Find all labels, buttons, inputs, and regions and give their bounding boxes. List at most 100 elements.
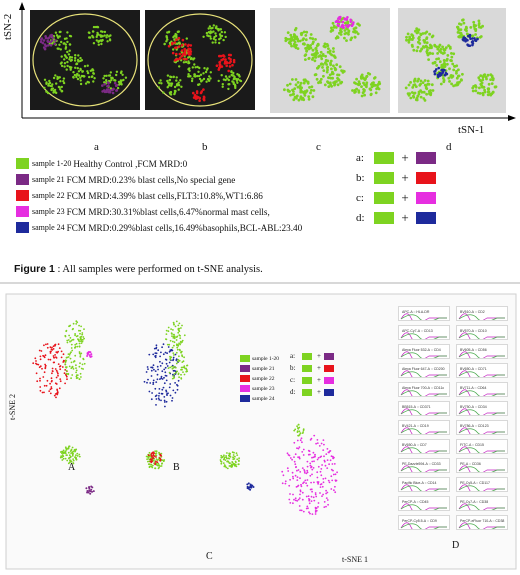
scatter-point xyxy=(167,367,170,369)
scatter-point xyxy=(80,376,82,378)
scatter-point xyxy=(64,335,67,338)
scatter-point xyxy=(78,378,81,381)
scatter-point xyxy=(422,90,426,94)
histogram-curve xyxy=(458,522,505,529)
scatter-point xyxy=(294,83,298,87)
scatter-point xyxy=(217,79,220,83)
scatter-point xyxy=(46,346,49,349)
scatter-point xyxy=(417,77,420,81)
scatter-point xyxy=(65,37,68,40)
scatter-point xyxy=(205,68,209,71)
legend-text: FCM MRD:0.23% blast cells,No special gen… xyxy=(66,174,236,185)
scatter-point xyxy=(227,69,230,73)
scatter-point xyxy=(205,31,209,35)
scatter-point xyxy=(486,73,490,77)
scatter-point xyxy=(46,37,50,40)
scatter-point xyxy=(173,34,176,38)
scatter-point xyxy=(177,358,180,361)
scatter-point xyxy=(79,354,82,356)
scatter-point xyxy=(308,450,311,453)
scatter-point xyxy=(299,439,302,442)
scatter-point xyxy=(165,338,168,341)
scatter-point xyxy=(163,396,166,398)
scatter-point xyxy=(49,358,52,361)
scatter-point xyxy=(312,89,316,92)
scatter-point xyxy=(295,466,297,469)
scatter-point xyxy=(483,88,486,92)
scatter-point xyxy=(79,355,82,358)
scatter-point xyxy=(155,460,157,463)
scatter-point xyxy=(237,463,240,466)
scatter-point xyxy=(57,47,60,50)
scatter-point xyxy=(99,34,102,37)
scatter-point xyxy=(78,345,81,348)
scatter-point xyxy=(323,42,327,46)
scatter-point xyxy=(110,79,113,82)
scatter-point xyxy=(331,21,335,25)
scatter-point xyxy=(296,81,300,84)
scatter-point xyxy=(433,44,437,48)
scatter-point xyxy=(477,23,481,27)
scatter-point xyxy=(75,454,77,457)
small-combo-right xyxy=(323,376,334,384)
scatter-point xyxy=(41,391,44,394)
scatter-point xyxy=(331,76,334,80)
scatter-point xyxy=(173,376,176,379)
scatter-point xyxy=(209,27,213,30)
scatter-point xyxy=(310,85,314,89)
scatter-point xyxy=(202,77,206,81)
scatter-point xyxy=(54,368,57,370)
scatter-point xyxy=(162,91,165,94)
scatter-point xyxy=(288,498,291,501)
scatter-point xyxy=(294,78,298,81)
scatter-point xyxy=(39,389,42,392)
scatter-point xyxy=(183,365,186,367)
histogram-label: BV650-A :: CD7 xyxy=(402,443,427,447)
scatter-point xyxy=(409,81,412,84)
scatter-point xyxy=(332,81,335,85)
scatter-point xyxy=(161,462,164,465)
scatter-point xyxy=(491,77,495,81)
scatter-point xyxy=(64,452,67,455)
scatter-point xyxy=(81,333,84,336)
scatter-point xyxy=(68,65,72,69)
scatter-point xyxy=(173,354,175,356)
scatter-point xyxy=(325,492,327,495)
scatter-point xyxy=(147,378,149,381)
plus-icon: + xyxy=(401,169,409,185)
scatter-point xyxy=(66,454,68,456)
scatter-point xyxy=(341,20,345,24)
scatter-point xyxy=(44,354,47,357)
scatter-point xyxy=(50,380,53,383)
scatter-point xyxy=(76,345,79,348)
scatter-point xyxy=(456,81,459,85)
scatter-point xyxy=(158,395,160,397)
scatter-point xyxy=(228,83,231,86)
scatter-point xyxy=(186,364,188,367)
scatter-point xyxy=(83,65,87,68)
scatter-point xyxy=(406,32,410,36)
combo-key: a: xyxy=(356,151,364,164)
scatter-point xyxy=(307,97,311,101)
scatter-point xyxy=(310,88,313,92)
scatter-point xyxy=(198,83,201,86)
scatter-point xyxy=(59,368,62,371)
scatter-point xyxy=(313,460,315,463)
scatter-point xyxy=(74,333,76,335)
scatter-point xyxy=(223,464,226,466)
scatter-point xyxy=(154,450,157,453)
scatter-point xyxy=(59,80,62,83)
scatter-point xyxy=(39,365,42,368)
scatter-point xyxy=(302,428,305,430)
scatter-point xyxy=(293,456,295,458)
scatter-point xyxy=(339,81,343,85)
scatter-point xyxy=(369,93,373,97)
scatter-point xyxy=(313,434,316,437)
scatter-point xyxy=(58,387,61,390)
combo-key: d: xyxy=(356,211,365,224)
scatter-point xyxy=(297,456,299,459)
scatter-point xyxy=(419,49,422,53)
scatter-point xyxy=(359,75,363,78)
scatter-point xyxy=(312,467,315,469)
scatter-point xyxy=(374,91,378,95)
